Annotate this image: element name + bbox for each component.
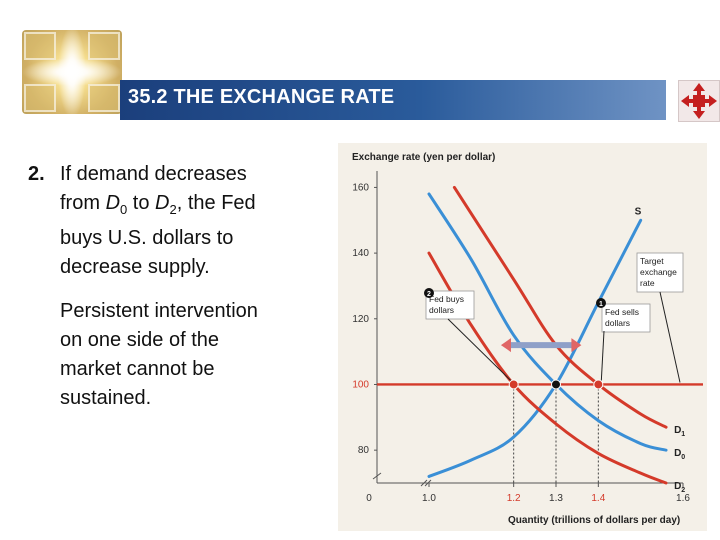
curve-d1 xyxy=(452,185,668,429)
paragraph-line: sustained. xyxy=(60,387,152,409)
marker-buys-icon xyxy=(424,288,434,298)
logo-tile xyxy=(24,32,56,60)
intervention-point xyxy=(593,379,604,390)
curve-d0 xyxy=(427,192,668,452)
exchange-rate-chart: Exchange rate (yen per dollar) Quantity … xyxy=(338,143,707,531)
bullet-line: If demand decreases xyxy=(60,163,247,185)
d2-symbol: D xyxy=(155,192,170,214)
y-tick-label: 140 xyxy=(352,248,369,259)
target-label-text: rate xyxy=(640,278,655,288)
fed-sells-text: dollars xyxy=(605,318,630,328)
text-fragment: , the Fed xyxy=(176,192,256,214)
bullet-text: If demand decreases from D0 to D2, the F… xyxy=(60,160,318,282)
d0-subscript: 0 xyxy=(120,202,128,217)
paragraph-line: market cannot be xyxy=(60,358,215,380)
body-paragraph: Persistent intervention on one side of t… xyxy=(60,297,320,413)
page-title: 35.2 THE EXCHANGE RATE xyxy=(128,86,395,108)
x-tick-label: 1.2 xyxy=(507,493,521,504)
paragraph-line: on one side of the xyxy=(60,329,220,351)
y-axis-label: Exchange rate (yen per dollar) xyxy=(352,152,495,163)
axis-break xyxy=(372,472,432,487)
x-tick-label: 1.0 xyxy=(422,493,436,504)
curve-label-d0: D0 xyxy=(674,448,685,461)
d2-subscript: 2 xyxy=(169,202,177,217)
d0-symbol: D xyxy=(105,192,121,214)
marker-buys-label: 2 xyxy=(427,291,431,298)
equilibrium-point xyxy=(551,379,561,390)
x-tick-label: 1.3 xyxy=(549,493,563,504)
x-tick-label: 1.4 xyxy=(591,493,605,504)
bullet-line: from D0 to D2, the Fed xyxy=(60,189,318,224)
x-tick-label: 0 xyxy=(366,493,372,504)
fed-sells-box xyxy=(601,303,651,333)
fed-buys-pointer xyxy=(447,318,512,381)
marker-sells-label: 1 xyxy=(599,301,603,308)
fed-buys-box xyxy=(425,290,475,320)
target-label-text: exchange xyxy=(640,267,677,277)
navigation-icon[interactable] xyxy=(678,80,720,122)
bullet-line: decrease supply. xyxy=(60,256,210,278)
curves: S D1 D0 D2 xyxy=(377,185,703,494)
y-tick-label: 120 xyxy=(352,314,369,325)
bullet-line: buys U.S. dollars to xyxy=(60,227,234,249)
chart-svg: Exchange rate (yen per dollar) Quantity … xyxy=(352,152,703,526)
text-fragment: to xyxy=(127,192,156,214)
curve-label-s: S xyxy=(635,206,642,217)
y-tick-label: 80 xyxy=(358,445,370,456)
curve-label-subscript: 1 xyxy=(681,431,685,438)
curve-label-subscript: 0 xyxy=(681,454,685,461)
logo-tile xyxy=(24,84,56,112)
bullet-number: 2. xyxy=(28,163,45,185)
target-label-text: Target xyxy=(640,256,664,266)
y-tick-label: 100 xyxy=(352,379,369,390)
bullet-point: 2. If demand decreases from D0 to D2, th… xyxy=(28,160,318,282)
intervention-point xyxy=(508,379,519,390)
curve-d2 xyxy=(427,251,668,485)
marker-sells-icon xyxy=(596,298,606,308)
paragraph-line: Persistent intervention xyxy=(60,300,258,322)
target-label-pointer xyxy=(659,291,681,383)
x-tick-label: 1.6 xyxy=(676,493,690,504)
target-label-box xyxy=(636,252,684,293)
fed-sells-pointer xyxy=(600,330,605,381)
shift-arrow-head-left xyxy=(500,338,511,353)
text-fragment: from xyxy=(60,192,106,214)
shift-arrow-head-right xyxy=(571,338,582,353)
title-bar xyxy=(120,80,666,120)
move-arrows-icon xyxy=(681,83,717,119)
logo xyxy=(22,30,122,114)
fed-buys-text: Fed buys xyxy=(429,294,464,304)
curve-s xyxy=(427,218,643,478)
fed-sells-text: Fed sells xyxy=(605,307,639,317)
logo-tile xyxy=(88,84,120,112)
curve-label-d2: D2 xyxy=(674,481,685,494)
curve-label-subscript: 2 xyxy=(681,487,685,494)
x-axis-label: Quantity (trillions of dollars per day) xyxy=(508,515,680,526)
logo-tile xyxy=(88,32,120,60)
fed-buys-text: dollars xyxy=(429,305,454,315)
y-tick-label: 160 xyxy=(352,182,369,193)
curve-label-d1: D1 xyxy=(674,425,685,438)
